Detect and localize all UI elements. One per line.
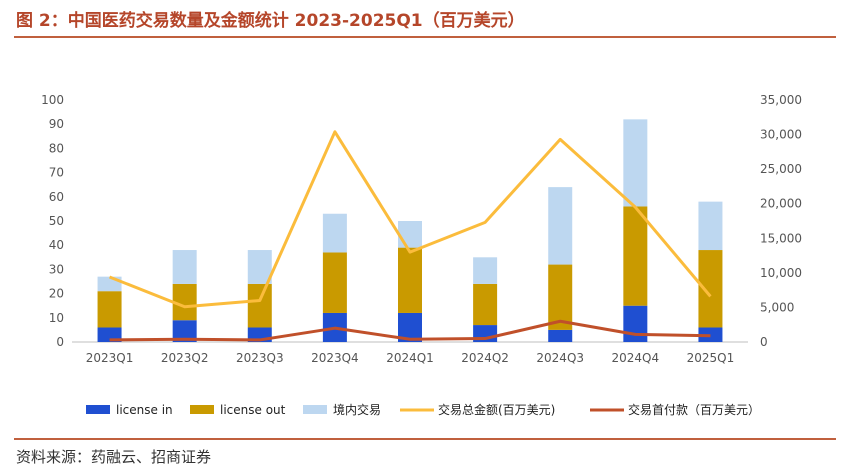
bar-license-out	[97, 291, 122, 328]
y-right-tick-label: 25,000	[760, 162, 802, 176]
y-right-tick-label: 20,000	[760, 197, 802, 211]
bar-domestic	[473, 257, 498, 284]
title-divider	[14, 36, 836, 38]
x-tick-label: 2025Q1	[687, 351, 735, 365]
legend-label-license-in: license in	[116, 403, 173, 417]
y-right-tick-label: 35,000	[760, 93, 802, 107]
y-right-tick-label: 5,000	[760, 300, 794, 314]
source-note: 资料来源：药融云、招商证券	[16, 448, 212, 466]
y-left-tick-label: 20	[49, 287, 64, 301]
x-tick-label: 2023Q4	[311, 351, 359, 365]
y-left-tick-label: 80	[49, 141, 64, 155]
legend-label-license-out: license out	[220, 403, 286, 417]
bar-license-out	[623, 206, 648, 306]
bar-license-in	[548, 329, 573, 342]
bar-license-in	[623, 305, 648, 342]
legend-label-domestic: 境内交易	[333, 402, 381, 417]
x-tick-label: 2023Q1	[86, 351, 134, 365]
legend-swatch-license-out	[190, 405, 214, 414]
bar-domestic	[548, 187, 573, 265]
y-left-tick-label: 60	[49, 190, 64, 204]
bar-license-out	[247, 283, 272, 328]
y-left-tick-label: 70	[49, 166, 64, 180]
x-tick-label: 2024Q2	[461, 351, 509, 365]
y-left-tick-label: 10	[49, 311, 64, 325]
bar-domestic	[398, 221, 422, 248]
y-left-tick-label: 30	[49, 262, 64, 276]
legend-swatch-domestic	[303, 405, 327, 414]
legend-swatch-license-in	[86, 405, 110, 414]
page-title: 图 2：中国医药交易数量及金额统计 2023-2025Q1（百万美元）	[16, 11, 525, 31]
y-right-tick-label: 0	[760, 335, 768, 349]
y-right-tick-label: 15,000	[760, 231, 802, 245]
x-tick-label: 2024Q4	[612, 351, 660, 365]
y-left-tick-label: 90	[49, 117, 64, 131]
x-tick-label: 2024Q1	[386, 351, 434, 365]
bar-domestic	[698, 201, 723, 251]
x-tick-label: 2024Q3	[536, 351, 584, 365]
y-right-tick-label: 10,000	[760, 266, 802, 280]
bar-domestic	[247, 250, 272, 284]
bar-license-in	[97, 327, 122, 342]
x-tick-label: 2023Q3	[236, 351, 284, 365]
bar-domestic	[172, 250, 197, 284]
legend-label-total-amount: 交易总金额(百万美元)	[438, 402, 555, 417]
bar-license-out	[473, 283, 498, 326]
bar-license-in	[172, 320, 197, 342]
x-tick-label: 2023Q2	[161, 351, 209, 365]
y-left-tick-label: 40	[49, 238, 64, 252]
bar-license-out	[322, 252, 347, 313]
y-left-tick-label: 50	[49, 214, 64, 228]
bar-domestic	[623, 119, 648, 207]
y-right-tick-label: 30,000	[760, 128, 802, 142]
bar-license-out	[548, 264, 573, 330]
bar-license-out	[398, 247, 422, 313]
bar-domestic	[322, 213, 347, 253]
footer-divider	[14, 438, 836, 440]
legend-label-upfront-payment: 交易首付款（百万美元）	[628, 402, 760, 417]
y-left-tick-label: 100	[41, 93, 64, 107]
y-left-tick-label: 0	[56, 335, 64, 349]
bar-license-out	[698, 250, 723, 328]
